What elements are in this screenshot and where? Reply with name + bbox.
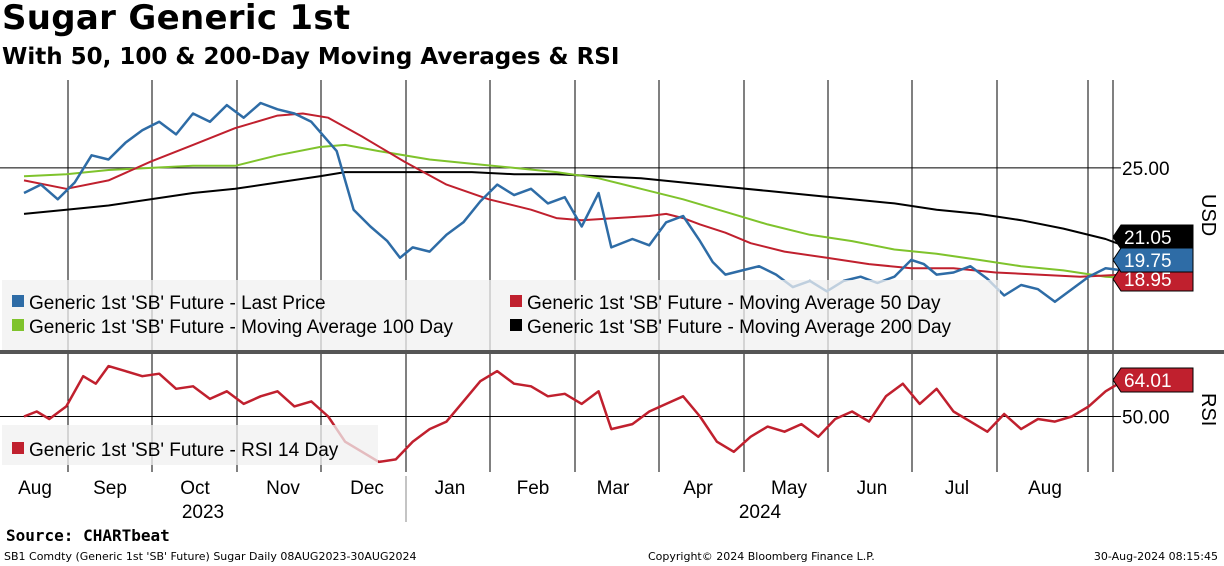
- y-axis-title-rsi: RSI: [1197, 393, 1219, 426]
- series-ma50-line: [23, 112, 1123, 278]
- chart-title: Sugar Generic 1st: [2, 0, 351, 38]
- last-value-rsi-bg: [1112, 367, 1194, 393]
- legend-label: Generic 1st 'SB' Future - RSI 14 Day: [29, 440, 339, 461]
- legend-swatch: [510, 295, 522, 307]
- rsi-legend-box: [2, 425, 378, 465]
- x-tick-label: Nov: [266, 478, 300, 499]
- x-tick-label: Sep: [93, 478, 127, 499]
- series-ma200-line: [23, 171, 1123, 247]
- x-tick-label: Jun: [857, 478, 888, 499]
- last-value-price-bg: [1112, 247, 1194, 273]
- x-tick-label: Jul: [945, 478, 969, 499]
- footer-description: SB1 Comdty (Generic 1st 'SB' Future) Sug…: [4, 550, 417, 563]
- legend-swatch: [12, 442, 24, 454]
- x-year-label: 2024: [739, 502, 782, 523]
- legend-label: Generic 1st 'SB' Future - Moving Average…: [29, 317, 454, 338]
- y-tick-label: 25.00: [1122, 159, 1170, 180]
- x-tick-label: Aug: [18, 478, 52, 499]
- legend-label: Generic 1st 'SB' Future - Moving Average…: [527, 317, 952, 338]
- x-year-label: 2023: [182, 502, 224, 523]
- x-tick-label: Dec: [350, 478, 384, 499]
- legend-label: Generic 1st 'SB' Future - Last Price: [29, 293, 326, 314]
- last-value-ma200-bg: [1112, 224, 1194, 250]
- last-value-ma200: 21.05: [1124, 228, 1172, 249]
- last-value-ma50: 18.95: [1124, 270, 1172, 291]
- y-axis-title-price: USD: [1197, 194, 1219, 236]
- legend-swatch: [510, 319, 522, 331]
- y-tick-label: 50.00: [1122, 408, 1170, 429]
- footer-copyright: Copyright© 2024 Bloomberg Finance L.P.: [648, 550, 875, 563]
- legend-swatch: [12, 319, 24, 331]
- x-tick-label: Mar: [597, 478, 630, 499]
- series-ma100-line: [23, 143, 1123, 279]
- source-label: Source: CHARTbeat: [6, 526, 170, 545]
- last-value-rsi: 64.01: [1124, 371, 1172, 392]
- legend-swatch: [12, 295, 24, 307]
- last-value-price: 19.75: [1124, 251, 1172, 272]
- x-tick-label: May: [771, 478, 807, 499]
- series-last-price-line: [23, 101, 1123, 304]
- series-rsi-line: [23, 364, 1124, 464]
- x-tick-label: Apr: [683, 478, 713, 499]
- panel-divider: [0, 350, 1224, 354]
- x-tick-label: Jan: [435, 478, 466, 499]
- footer-timestamp: 30-Aug-2024 08:15:45: [1093, 550, 1218, 563]
- x-tick-label: Feb: [517, 478, 550, 499]
- legend-label: Generic 1st 'SB' Future - Moving Average…: [527, 293, 941, 314]
- chart-subtitle: With 50, 100 & 200-Day Moving Averages &…: [2, 44, 620, 70]
- x-tick-label: Aug: [1028, 478, 1062, 499]
- x-tick-label: Oct: [180, 478, 210, 499]
- legend-box: [2, 280, 1000, 350]
